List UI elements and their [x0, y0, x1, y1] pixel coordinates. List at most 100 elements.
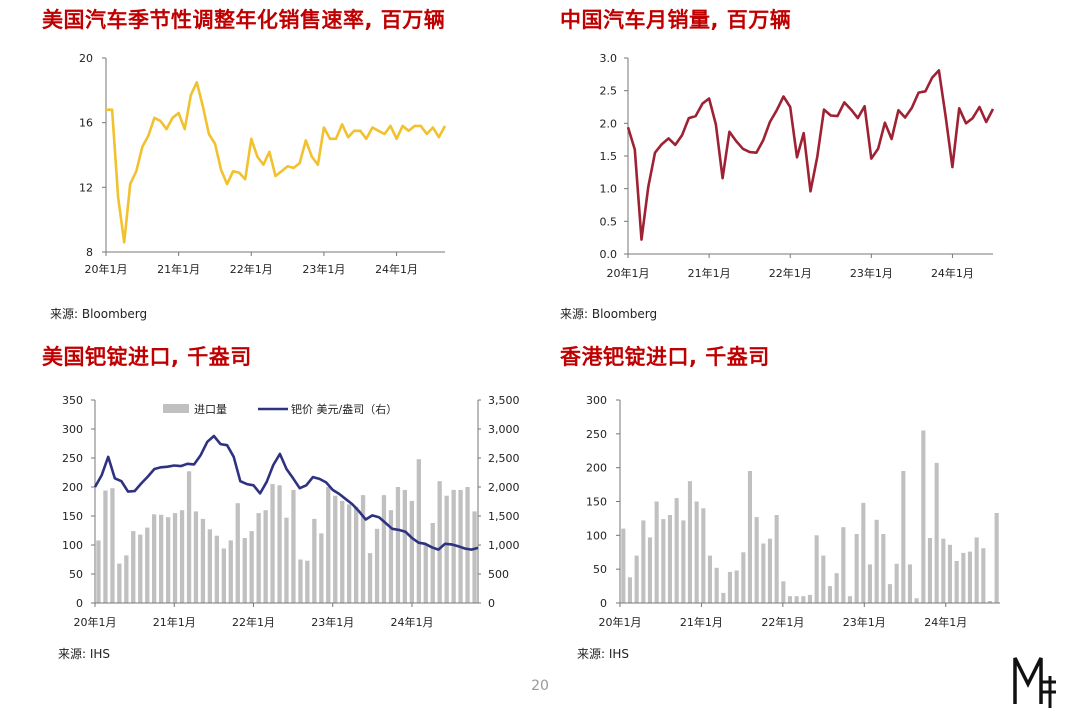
left-y-tick-label: 300	[62, 423, 83, 436]
import-volume-bar	[634, 555, 639, 603]
left-y-tick-label: 50	[69, 568, 83, 581]
import-volume-bar	[145, 527, 150, 603]
import-volume-bar	[734, 570, 739, 603]
import-volume-bar	[186, 471, 192, 603]
import-volume-bar	[754, 517, 759, 603]
palladium-price-line	[93, 434, 479, 551]
import-volume-bar	[423, 545, 428, 603]
import-volume-bar	[298, 559, 303, 603]
import-volume-bar	[861, 502, 866, 603]
import-volume-bar	[981, 548, 986, 603]
import-volume-bar	[333, 495, 338, 603]
right-y-tick-label: 1,500	[488, 510, 520, 523]
x-tick-label: 21年1月	[688, 266, 731, 280]
import-volume-bar	[967, 551, 972, 603]
x-tick-label: 24年1月	[931, 266, 974, 280]
import-volume-bar	[416, 459, 421, 603]
import-volume-bar	[847, 596, 852, 603]
import-volume-bar	[901, 471, 906, 603]
left-y-tick-label: 350	[62, 394, 83, 407]
import-volume-bar	[927, 538, 932, 603]
us-pd-chart-title: 美国钯锭进口, 千盎司	[42, 345, 252, 369]
import-volume-bar	[814, 535, 819, 603]
legend-bar-label: 进口量	[194, 403, 227, 416]
us-auto-sales-line	[106, 81, 447, 244]
import-volume-bar	[235, 503, 240, 603]
import-volume-bar	[827, 586, 832, 603]
import-volume-bar	[714, 567, 719, 603]
import-volume-bar	[131, 531, 136, 603]
import-volume-bar	[388, 510, 394, 603]
left-y-tick-label: 250	[586, 428, 607, 441]
import-volume-bar	[110, 488, 115, 603]
left-y-tick-label: 200	[62, 481, 83, 494]
us-pd-source: 来源: IHS	[58, 647, 111, 661]
hk-pd-imports-chart: 0 50 100 150 200 250 300 20年1月 21年1月 22年1月 23年1月 24…	[586, 394, 1000, 629]
x-tick-label: 23年1月	[850, 266, 893, 280]
import-volume-bar	[124, 555, 129, 603]
left-y-tick-label: 3.0	[600, 52, 618, 65]
import-volume-bar	[774, 515, 779, 603]
import-volume-bar	[867, 564, 872, 603]
import-volume-bar	[451, 489, 456, 603]
import-volume-bar	[472, 511, 477, 603]
left-y-tick-label: 2.5	[600, 85, 618, 98]
cn-auto-sales-line	[626, 69, 995, 241]
import-volume-bar	[781, 581, 786, 603]
import-volume-bar	[687, 481, 692, 603]
import-volume-bar	[172, 513, 178, 603]
import-volume-bar	[661, 519, 666, 603]
import-volume-bar	[667, 515, 672, 603]
left-y-tick-label: 250	[62, 452, 83, 465]
left-y-tick-label: 150	[586, 496, 607, 509]
import-volume-bar	[256, 513, 261, 603]
right-y-tick-label: 0	[488, 597, 495, 610]
import-volume-bar	[200, 518, 206, 603]
import-volume-bar	[312, 518, 317, 603]
brand-logo	[1013, 657, 1056, 708]
import-volume-bar	[961, 552, 966, 603]
import-volume-bar	[681, 520, 686, 603]
import-volume-bar	[834, 573, 839, 603]
import-volume-bar	[941, 538, 946, 603]
import-volume-bar	[291, 489, 296, 603]
x-tick-label: 20年1月	[85, 262, 128, 276]
import-volume-bar	[947, 544, 952, 603]
import-volume-bar	[319, 533, 324, 603]
left-y-tick-label: 0	[76, 597, 83, 610]
cn-auto-source: 来源: Bloomberg	[560, 307, 658, 321]
import-volume-bar	[854, 534, 859, 603]
import-volume-bar	[914, 598, 919, 603]
legend-bar-swatch	[163, 404, 189, 413]
x-tick-label: 23年1月	[843, 615, 886, 629]
x-tick-label: 20年1月	[74, 615, 117, 629]
import-volume-bar	[921, 430, 926, 603]
import-volume-bar	[103, 490, 108, 603]
import-volume-bar	[395, 487, 401, 603]
import-volume-bar	[242, 538, 247, 603]
import-volume-bar	[465, 487, 470, 603]
cn-auto-chart-title: 中国汽车月销量, 百万辆	[560, 8, 792, 32]
import-volume-bar	[305, 560, 310, 603]
import-volume-bar	[360, 495, 366, 603]
left-y-tick-label: 0.0	[600, 248, 618, 261]
page-number: 20	[531, 678, 549, 694]
import-volume-bar	[894, 563, 899, 603]
import-volume-bar	[994, 513, 999, 603]
import-volume-bar	[270, 484, 275, 603]
import-volume-bar	[409, 500, 414, 603]
import-volume-bar	[340, 500, 345, 603]
left-y-tick-label: 12	[79, 181, 93, 194]
hk-pd-source: 来源: IHS	[577, 647, 630, 661]
left-y-tick-label: 200	[586, 462, 607, 475]
us-auto-chart-title: 美国汽车季节性调整年化销售速率, 百万辆	[42, 8, 446, 32]
import-volume-bar	[721, 592, 726, 604]
left-y-tick-label: 1.0	[600, 183, 618, 196]
import-volume-bar	[887, 584, 892, 603]
import-volume-bar	[694, 501, 699, 603]
x-tick-label: 24年1月	[375, 262, 418, 276]
import-volume-bar	[228, 540, 233, 603]
left-y-tick-label: 1.5	[600, 150, 618, 163]
left-y-tick-label: 2.0	[600, 117, 618, 130]
import-volume-bar	[214, 535, 219, 603]
